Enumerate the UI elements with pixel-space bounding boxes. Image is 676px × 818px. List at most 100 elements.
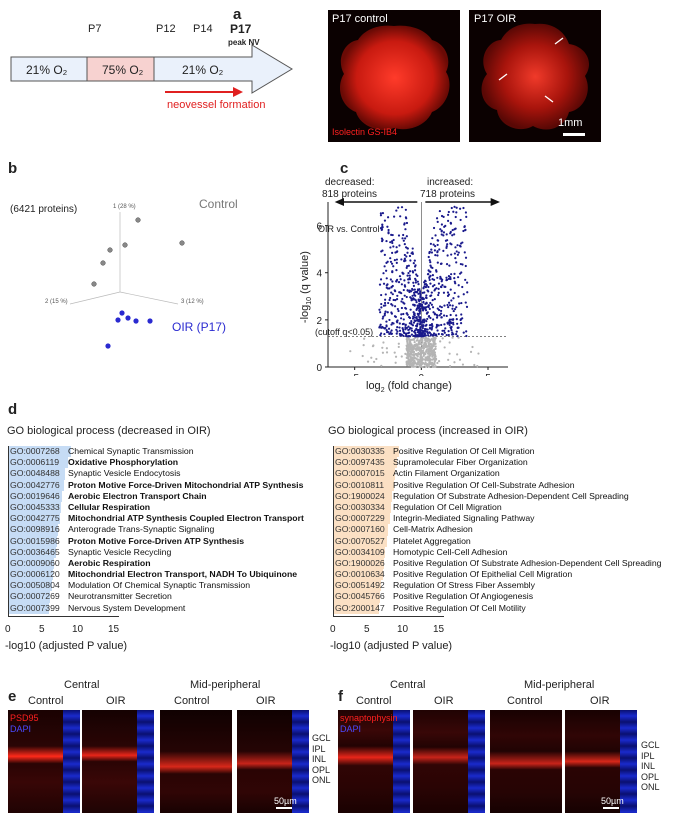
volcano-point	[463, 251, 466, 254]
volcano-point	[440, 333, 444, 336]
volcano-point	[452, 323, 455, 326]
go-decreased-row: GO:0006120 Mitochondrial Electron Transpo…	[8, 569, 323, 581]
volcano-point	[451, 336, 454, 339]
volcano-point	[413, 357, 416, 360]
volcano-point	[382, 272, 385, 275]
volcano-point	[436, 261, 439, 264]
volcano-point	[414, 345, 417, 348]
f-mid-control-image	[490, 710, 562, 813]
volcano-point	[448, 304, 452, 307]
go-decreased-term: Aerobic Respiration	[68, 557, 151, 568]
volcano-point	[388, 318, 391, 322]
volcano-point	[396, 330, 399, 333]
volcano-point	[420, 357, 423, 361]
volcano-point	[378, 283, 382, 286]
go-decreased-row: GO:0042775 Mitochondrial ATP Synthesis Co…	[8, 513, 323, 525]
go-increased-xaxis	[333, 616, 444, 617]
volcano-point	[394, 355, 398, 358]
volcano-point	[444, 327, 447, 330]
volcano-point	[435, 287, 438, 290]
volcano-point	[445, 276, 448, 279]
volcano-point	[429, 264, 432, 267]
volcano-point	[417, 314, 420, 317]
go-decreased-term: Oxidative Phosphorylation	[68, 457, 179, 468]
pca-point	[119, 310, 125, 316]
volcano-point	[379, 212, 382, 215]
go-increased-row: GO:0030335 Positive Regulation Of Cell Mi…	[333, 446, 673, 458]
e-dapi-label: DAPI	[10, 724, 32, 734]
volcano-point	[404, 352, 407, 355]
volcano-point	[449, 313, 452, 317]
volcano-point	[404, 216, 408, 219]
volcano-point	[430, 291, 433, 294]
volcano-point	[398, 244, 401, 247]
volcano-point	[448, 341, 451, 344]
volcano-point	[442, 314, 446, 317]
volcano-point	[402, 239, 405, 242]
go-increased-bar	[333, 546, 386, 558]
volcano-point	[440, 223, 443, 226]
volcano-point	[398, 329, 402, 332]
volcano-point	[389, 241, 392, 244]
neovessel-label: neovessel formation	[167, 99, 266, 111]
volcano-point	[403, 253, 406, 257]
volcano-point	[425, 320, 428, 323]
go-increased-chart: GO:0030335 Positive Regulation Of Cell Mi…	[333, 446, 673, 614]
volcano-point	[411, 271, 415, 274]
pca-point	[135, 217, 141, 223]
volcano-point	[402, 318, 405, 321]
volcano-point	[415, 354, 418, 357]
go-increased-id: GO:0007229	[335, 513, 385, 524]
volcano-point	[422, 287, 425, 290]
go-increased-id: GO:2000147	[335, 602, 385, 613]
volcano-point	[395, 261, 398, 265]
go-decreased-bar	[8, 524, 59, 536]
volcano-point	[428, 326, 432, 330]
volcano-point	[403, 257, 406, 260]
go-inc-tick-10: 10	[397, 624, 409, 635]
volcano-point	[455, 333, 458, 336]
volcano-point	[390, 311, 393, 314]
volcano-point	[398, 275, 402, 278]
volcano-point	[409, 296, 412, 299]
volcano-point	[405, 335, 408, 338]
panel-label-d: d	[8, 401, 18, 418]
volcano-point	[425, 294, 428, 297]
volcano-point	[438, 314, 441, 317]
volcano-point	[429, 301, 432, 305]
f-layer-inl: INL	[641, 761, 656, 771]
volcano-point	[412, 311, 415, 314]
go-decreased-row: GO:0019646 Aerobic Electron Transport Cha…	[8, 490, 323, 502]
volcano-point	[399, 317, 403, 320]
f-scale-bar	[603, 807, 619, 809]
go-increased-title: GO biological process (increased in OIR)	[328, 425, 528, 437]
volcano-point	[417, 353, 420, 356]
go-increased-id: GO:0051492	[335, 580, 385, 591]
volcano-point	[446, 294, 450, 297]
panel-label-b: b	[8, 160, 18, 177]
volcano-point	[410, 329, 414, 332]
volcano-point	[422, 347, 426, 350]
volcano-point	[461, 363, 465, 366]
volcano-point	[414, 365, 417, 368]
volcano-point	[440, 323, 443, 327]
volcano-point	[399, 278, 402, 281]
volcano-point	[412, 365, 415, 368]
pca-axis3-label: 3 (12 %)	[181, 299, 204, 305]
volcano-point	[384, 293, 387, 296]
f-dapi-strip-3	[620, 710, 637, 813]
volcano-point	[396, 321, 399, 324]
volcano-point	[419, 355, 422, 358]
volcano-point	[449, 277, 452, 281]
volcano-point	[408, 270, 412, 273]
volcano-point	[443, 304, 446, 307]
volcano-point	[387, 327, 391, 330]
volcano-point	[450, 321, 453, 325]
volcano-point	[406, 264, 409, 268]
volcano-point	[394, 251, 397, 254]
volcano-point	[424, 285, 428, 289]
volcano-point	[389, 257, 392, 260]
go-increased-id: GO:0010634	[335, 569, 385, 580]
volcano-point	[442, 231, 446, 234]
volcano-point	[379, 311, 382, 314]
